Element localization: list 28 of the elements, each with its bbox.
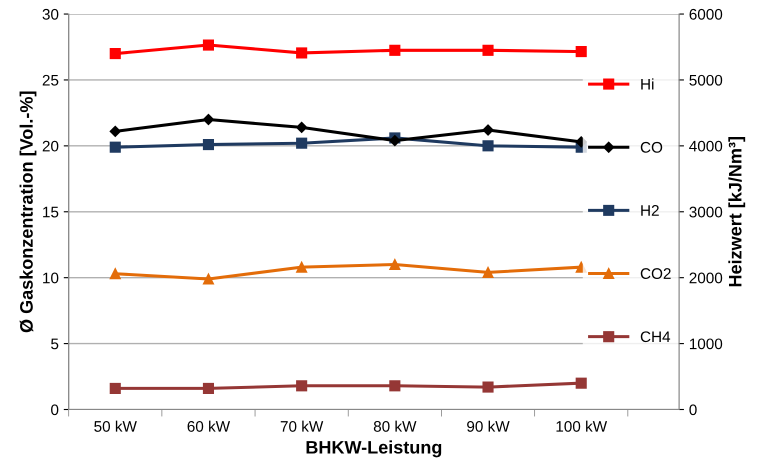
x-tick-label: 100 kW xyxy=(556,420,608,432)
y-tick-label: 15 xyxy=(43,206,58,218)
legend-label: Hi xyxy=(641,78,654,90)
y2-tick-label: 5000 xyxy=(689,74,722,86)
x-tick-label: 70 kW xyxy=(280,420,324,432)
legend-label: H2 xyxy=(641,205,659,216)
y-tick-label: 25 xyxy=(42,74,58,86)
y2-axis-title: Heizwert [kJ/Nm³] xyxy=(728,137,746,286)
y2-tick-label: 4000 xyxy=(689,140,722,152)
y-tick-label: 5 xyxy=(51,338,58,350)
x-tick-label: 60 kW xyxy=(188,420,230,432)
y2-tick-label: 1000 xyxy=(690,338,722,350)
legend-label: CO xyxy=(640,142,662,153)
x-tick-label: 50 kW xyxy=(94,420,137,432)
legend-label: CO2 xyxy=(640,268,671,279)
legend-label: CH4 xyxy=(640,331,670,342)
y-tick-label: 0 xyxy=(51,404,58,416)
y2-tick-label: 2000 xyxy=(690,272,722,284)
x-axis-title: BHKW-Leistung xyxy=(306,440,442,458)
x-tick-label: 80 kW xyxy=(374,420,416,432)
y2-tick-label: 6000 xyxy=(690,8,722,20)
y-tick-label: 30 xyxy=(42,8,58,20)
y-tick-label: 10 xyxy=(43,272,58,284)
y-tick-label: 20 xyxy=(42,140,58,152)
y-axis-title: Ø Gaskonzentration [Vol.-%] xyxy=(20,92,36,332)
y2-tick-label: 3000 xyxy=(689,206,722,218)
x-tick-label: 90 kW xyxy=(467,420,510,432)
y2-tick-label: 0 xyxy=(689,404,697,416)
